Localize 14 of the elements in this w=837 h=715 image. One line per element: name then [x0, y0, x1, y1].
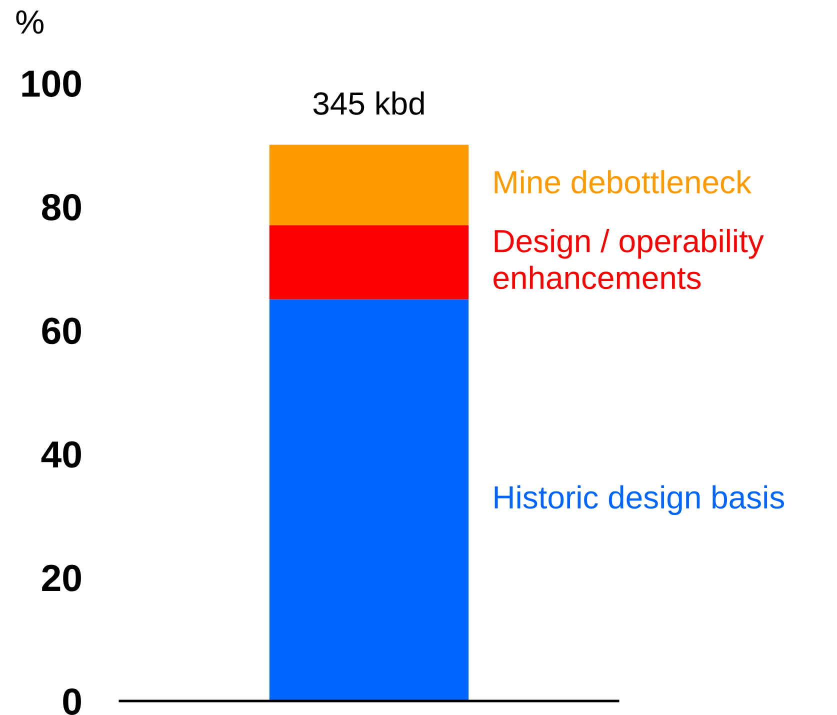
- annotation: 345 kbd: [313, 91, 424, 115]
- y-tick-label: 80: [42, 194, 81, 221]
- series-label: Mine debottleneck: [494, 170, 752, 194]
- bar: [269, 225, 469, 300]
- y-tick-label: 20: [42, 564, 81, 592]
- bar: [269, 299, 469, 701]
- bar: [269, 144, 469, 226]
- series-label: Historic design basis: [494, 485, 784, 516]
- y-tick-label: 100: [22, 70, 81, 97]
- y-tick-label: 40: [41, 441, 81, 468]
- series-label: Design / operability enhancements: [494, 228, 764, 290]
- y-axis-title: %: [16, 10, 44, 34]
- y-tick-label: 60: [42, 318, 81, 344]
- y-tick-label: 0: [63, 688, 81, 715]
